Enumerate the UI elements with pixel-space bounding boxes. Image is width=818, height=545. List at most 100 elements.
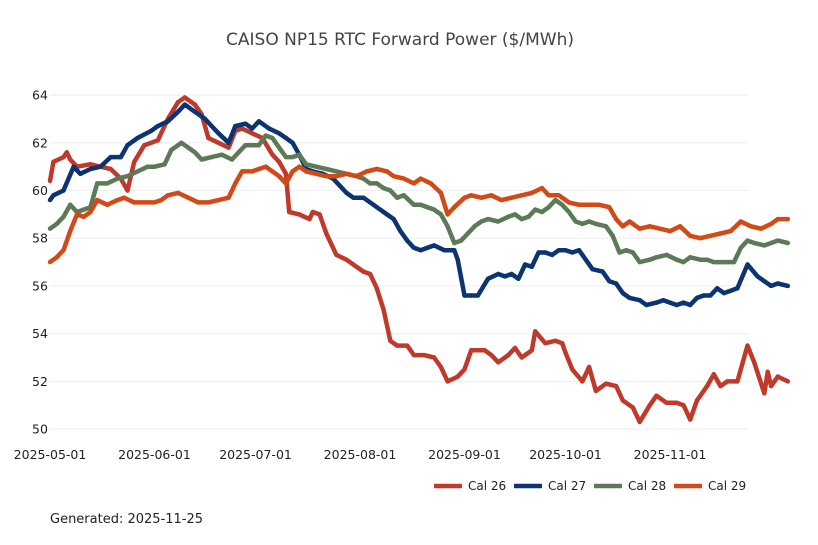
data-point [620,224,625,229]
series-group [47,95,791,425]
data-point [755,274,760,279]
data-point [250,131,255,136]
data-point [573,219,578,224]
data-point [472,224,477,229]
data-point [61,214,66,219]
data-point [704,383,710,389]
data-point [175,109,181,115]
data-point [489,193,494,198]
data-point [701,293,706,298]
data-point [688,417,693,422]
data-point [546,193,551,198]
data-point [135,135,140,141]
data-point [159,197,164,203]
data-point [718,383,723,389]
data-point [334,169,339,174]
data-point [266,126,272,131]
data-point [145,164,150,169]
data-point [361,269,366,274]
data-point [576,202,582,207]
data-point [681,403,686,408]
data-point [418,248,423,253]
data-point [580,379,585,384]
data-point [374,166,379,172]
data-point [694,295,700,301]
data-point [324,166,329,172]
data-point [613,383,619,389]
data-point [148,128,154,134]
data-point [580,221,585,227]
data-point [688,255,693,260]
data-point [445,212,450,217]
data-point [496,219,501,224]
data-point [654,255,659,260]
data-point [334,252,339,258]
data-point [418,202,423,207]
data-point [768,283,774,289]
data-point [256,119,262,124]
data-point [125,188,130,193]
data-point [206,135,211,141]
data-point [708,233,713,238]
data-point [637,419,642,425]
data-point [785,283,791,289]
data-point [708,293,713,298]
data-point [236,150,241,155]
data-point [239,126,245,131]
data-point [529,190,534,196]
data-point [354,174,359,179]
data-point [374,181,379,186]
data-point [381,185,386,191]
data-point [452,240,457,246]
data-point [287,209,292,215]
data-point [314,171,319,176]
data-point [152,200,157,205]
data-point [391,216,396,222]
data-point [681,259,686,265]
data-point [512,345,518,351]
data-point [674,302,679,308]
data-point [290,154,295,160]
data-point [125,143,130,148]
data-point [364,169,369,174]
data-point [303,169,309,174]
data-point [462,367,467,372]
data-point [186,145,191,150]
data-point [563,350,568,355]
data-point [324,231,329,236]
data-point [428,181,433,186]
data-point [121,195,127,200]
data-point [202,116,208,122]
data-point [209,154,214,160]
data-point [270,135,275,141]
data-point [536,250,541,255]
y-tick-label: 62 [32,135,48,150]
data-point [394,195,400,200]
data-point [704,257,710,262]
series-group [47,133,791,265]
data-point [762,279,767,284]
data-point [276,131,282,136]
data-point [738,245,743,250]
chart-title: CAISO NP15 RTC Forward Power ($/MWh) [226,30,574,50]
legend-label: Cal 27 [548,479,586,493]
data-point [583,257,588,262]
data-point [462,293,467,298]
data-point [543,341,548,346]
data-point [165,119,171,124]
data-point [297,152,302,157]
data-point [765,369,770,374]
data-point [509,271,514,277]
data-point [125,174,130,179]
data-point [165,193,171,198]
data-point [411,181,417,186]
data-point [479,195,484,200]
data-point [458,238,464,243]
data-point [226,145,231,150]
data-point [243,121,248,126]
data-point [233,181,238,186]
data-point [745,238,750,243]
data-point [47,197,53,203]
data-point [752,240,757,246]
data-point [71,164,76,169]
